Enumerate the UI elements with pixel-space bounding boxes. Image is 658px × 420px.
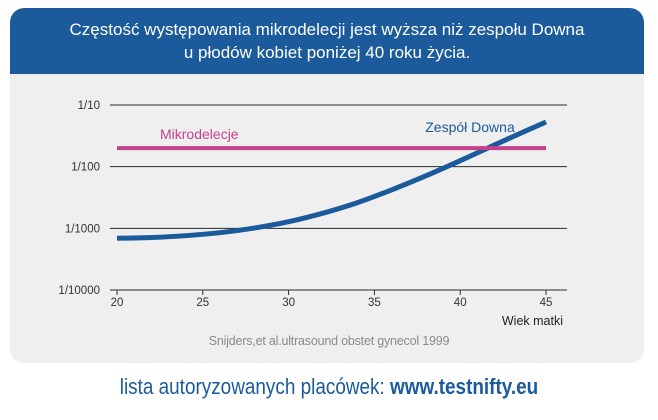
title-line-2: u płodów kobiet poniżej 40 roku życia. bbox=[183, 43, 471, 62]
x-tick-label: 40 bbox=[454, 297, 467, 309]
x-tick-label: 20 bbox=[111, 297, 124, 309]
y-tick-label: 1/10 bbox=[78, 100, 100, 112]
y-tick-label: 1/1000 bbox=[65, 223, 100, 235]
footer-label: lista autoryzowanych placówek: bbox=[119, 374, 385, 399]
chart-title: Częstość występowania mikrodelecji jest … bbox=[10, 8, 644, 74]
x-axis-label: Wiek matki bbox=[502, 314, 563, 328]
series-label-mikrodelecje: Mikrodelecje bbox=[160, 126, 239, 142]
x-tick-label: 35 bbox=[368, 297, 381, 309]
footer-banner: lista autoryzowanych placówek: www.testn… bbox=[46, 374, 612, 400]
y-tick-label: 1/100 bbox=[71, 162, 100, 174]
x-tick-label: 25 bbox=[196, 297, 209, 309]
footer-link[interactable]: www.testnifty.eu bbox=[390, 374, 539, 399]
chart-grid bbox=[110, 104, 567, 291]
series-labels: Zespół Downa Mikrodelecje bbox=[160, 119, 515, 142]
y-axis-ticks: 1/10 1/100 1/1000 1/10000 bbox=[58, 100, 100, 297]
source-citation: Snijders,et al.ultrasound obstet gynecol… bbox=[208, 334, 450, 348]
x-tick-label: 45 bbox=[540, 297, 553, 309]
series-lines bbox=[116, 119, 548, 241]
chart-card: Częstość występowania mikrodelecji jest … bbox=[10, 8, 644, 363]
series-label-zespol-downa: Zespół Downa bbox=[425, 119, 515, 135]
y-tick-label: 1/10000 bbox=[58, 285, 100, 297]
title-line-1: Częstość występowania mikrodelecji jest … bbox=[69, 20, 585, 39]
x-tick-label: 30 bbox=[282, 297, 295, 309]
x-axis-ticks: 20 25 30 35 40 45 bbox=[111, 290, 553, 309]
